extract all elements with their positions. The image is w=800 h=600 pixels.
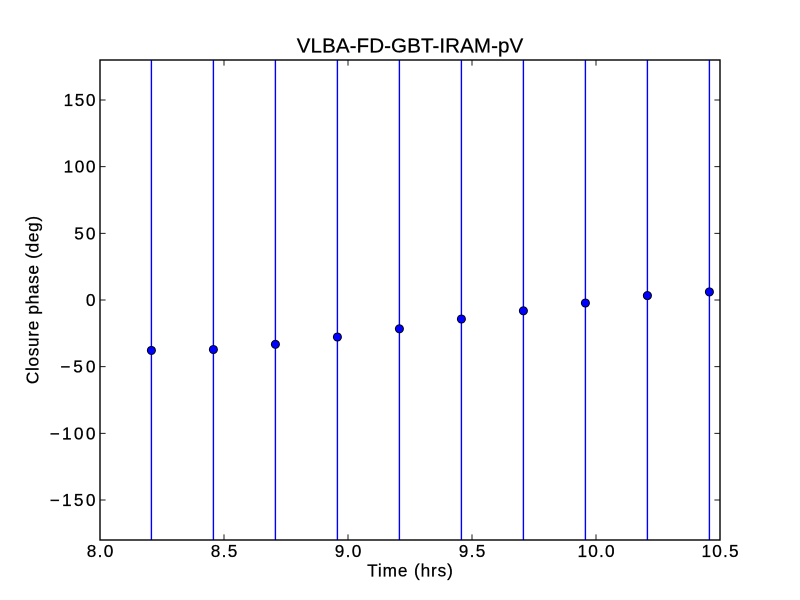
svg-text:−150: −150: [50, 490, 96, 510]
svg-text:8.5: 8.5: [211, 541, 238, 561]
svg-text:10.0: 10.0: [577, 541, 614, 561]
svg-text:Time (hrs): Time (hrs): [367, 561, 453, 581]
svg-text:50: 50: [74, 223, 95, 243]
svg-text:−50: −50: [60, 357, 95, 377]
svg-text:9.5: 9.5: [459, 541, 486, 561]
svg-text:−100: −100: [50, 423, 96, 443]
svg-text:8.0: 8.0: [87, 541, 114, 561]
svg-text:Closure phase (deg): Closure phase (deg): [23, 216, 43, 384]
svg-text:VLBA-FD-GBT-IRAM-pV: VLBA-FD-GBT-IRAM-pV: [297, 34, 524, 57]
svg-text:150: 150: [64, 90, 96, 110]
svg-text:9.0: 9.0: [335, 541, 362, 561]
svg-text:10.5: 10.5: [701, 541, 738, 561]
svg-text:0: 0: [86, 290, 96, 310]
svg-text:100: 100: [64, 157, 96, 177]
